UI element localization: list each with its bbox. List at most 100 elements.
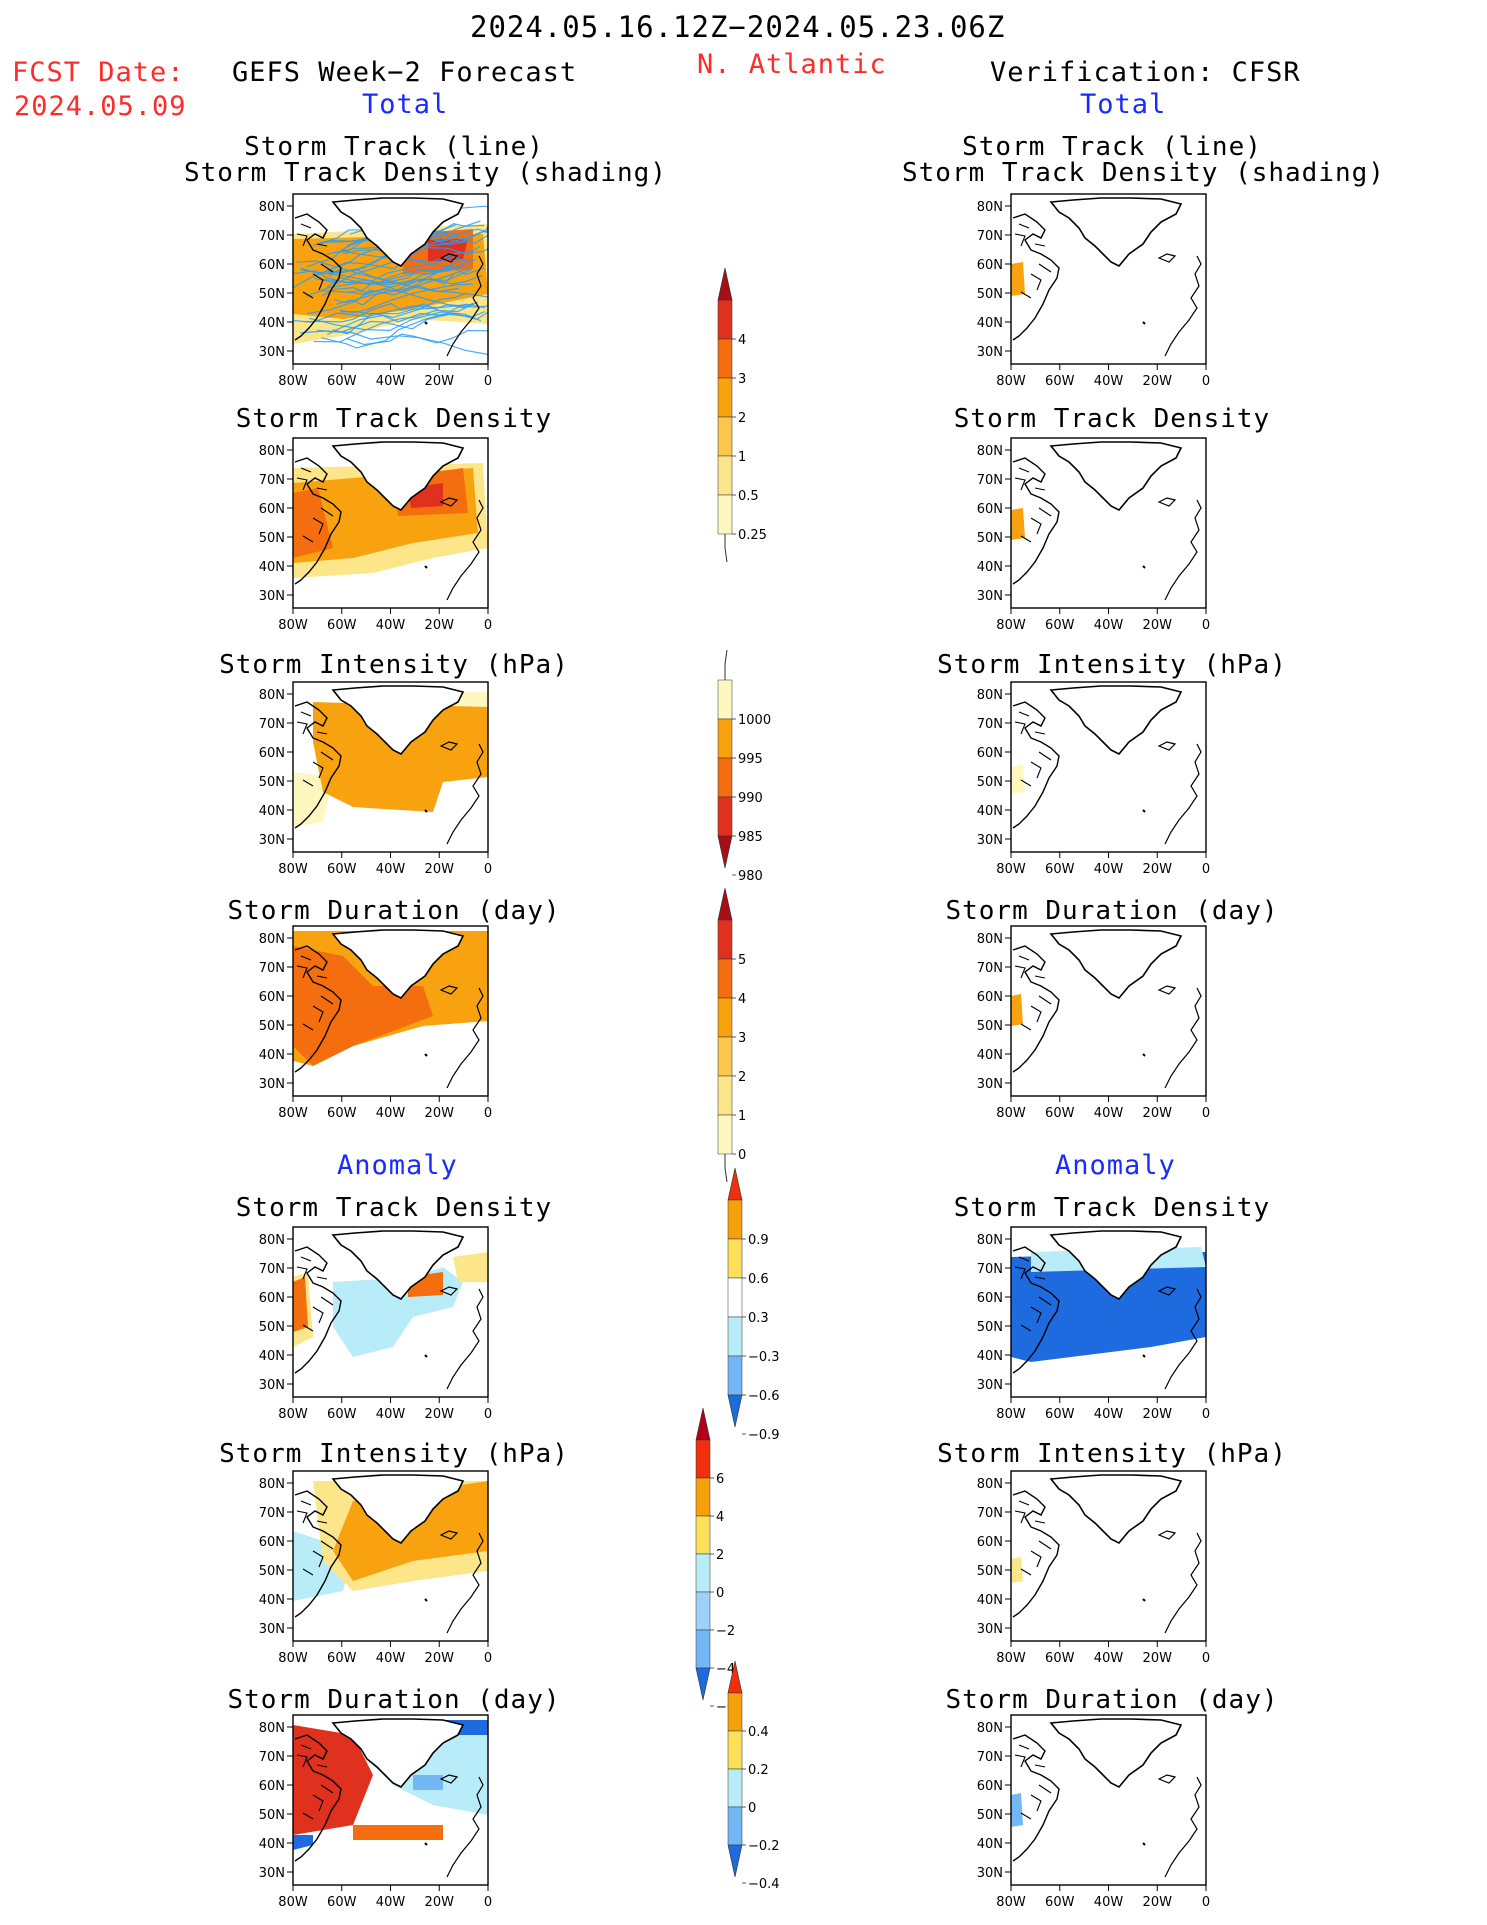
lat-tick-label: 80N: [977, 688, 1003, 703]
lon-tick-label: 80W: [996, 862, 1026, 877]
lon-tick-label: 0: [484, 1407, 492, 1422]
lat-tick-label: 30N: [259, 833, 285, 848]
title-duration-anom-right: Storm Duration (day): [945, 1685, 1279, 1715]
lon-tick-label: 80W: [278, 1651, 308, 1666]
lat-tick-label: 30N: [259, 1077, 285, 1092]
lon-tick-label: 40W: [1094, 618, 1124, 633]
lat-tick-label: 30N: [259, 1622, 285, 1637]
lon-tick-label: 0: [484, 1895, 492, 1910]
lon-tick-label: 20W: [425, 1407, 455, 1422]
lon-tick-label: 60W: [1045, 1106, 1075, 1121]
map-panel-L1: 80N 70N 60N 50N 40N 30N 80W 60W 40W 20W 0: [259, 437, 492, 633]
lat-tick-label: 30N: [977, 833, 1003, 848]
lat-tick-label: 50N: [259, 1320, 285, 1335]
lat-tick-label: 60N: [977, 1291, 1003, 1306]
lat-tick-label: 30N: [977, 1866, 1003, 1881]
fcst-date: 2024.05.09: [14, 91, 187, 122]
map-panel-L2: 80N 70N 60N 50N 40N 30N 80W 60W 40W 20W 0: [259, 681, 492, 877]
shading-area: [293, 946, 433, 1066]
lat-tick-label: 40N: [259, 560, 285, 575]
lon-tick-label: 20W: [1143, 1407, 1173, 1422]
lat-tick-label: 30N: [259, 345, 285, 360]
lat-tick-label: 60N: [259, 746, 285, 761]
lat-tick-label: 70N: [977, 473, 1003, 488]
lat-tick-label: 30N: [259, 1378, 285, 1393]
lon-tick-label: 40W: [1094, 1106, 1124, 1121]
lon-tick-label: 20W: [425, 374, 455, 389]
lon-tick-label: 0: [1202, 1106, 1210, 1121]
lat-tick-label: 50N: [259, 1808, 285, 1823]
title-track-shading-left: Storm Track Density (shading): [184, 158, 667, 188]
anomaly-left-label: Anomaly: [337, 1150, 458, 1181]
lat-tick-label: 30N: [977, 345, 1003, 360]
title-density-anom-left: Storm Track Density: [235, 1193, 553, 1223]
shading-area: [293, 1277, 308, 1332]
lon-tick-label: 0: [1202, 1407, 1210, 1422]
lat-tick-label: 40N: [977, 1048, 1003, 1063]
lat-tick-label: 60N: [977, 1779, 1003, 1794]
left-title: GEFS Week−2 Forecast: [232, 57, 578, 88]
lon-tick-label: 0: [484, 862, 492, 877]
title-track-line-right: Storm Track (line): [962, 132, 1262, 162]
map-panel-L0: 80N 70N 60N 50N 40N 30N 80W 60W 40W 20W 0: [259, 193, 492, 389]
lat-tick-label: 40N: [259, 1837, 285, 1852]
lon-tick-label: 20W: [1143, 1106, 1173, 1121]
lon-tick-label: 40W: [1094, 374, 1124, 389]
lon-tick-label: 60W: [327, 862, 357, 877]
lon-tick-label: 20W: [1143, 862, 1173, 877]
lat-tick-label: 70N: [977, 1750, 1003, 1765]
map-panel-L6: 80N 70N 60N 50N 40N 30N 80W 60W 40W 20W 0: [259, 1714, 492, 1910]
lon-tick-label: 40W: [1094, 1651, 1124, 1666]
lat-tick-label: 80N: [259, 932, 285, 947]
lon-tick-label: 60W: [327, 374, 357, 389]
lon-tick-label: 60W: [1045, 1895, 1075, 1910]
region-title: N. Atlantic: [697, 49, 887, 80]
lon-tick-label: 80W: [996, 618, 1026, 633]
title-intensity-anom-right: Storm Intensity (hPa): [937, 1439, 1287, 1469]
lon-tick-label: 0: [484, 1106, 492, 1121]
lon-tick-label: 0: [1202, 1651, 1210, 1666]
lon-tick-label: 80W: [996, 1651, 1026, 1666]
map-panel-L3: 80N 70N 60N 50N 40N 30N 80W 60W 40W 20W 0: [259, 925, 492, 1121]
lon-tick-label: 60W: [327, 618, 357, 633]
lat-tick-label: 30N: [259, 1866, 285, 1881]
lat-tick-label: 30N: [977, 1077, 1003, 1092]
lat-tick-label: 50N: [259, 1019, 285, 1034]
lon-tick-label: 20W: [425, 618, 455, 633]
lat-tick-label: 30N: [977, 589, 1003, 604]
lat-tick-label: 80N: [259, 688, 285, 703]
lon-tick-label: 40W: [376, 862, 406, 877]
lat-tick-label: 80N: [977, 932, 1003, 947]
lon-tick-label: 20W: [1143, 618, 1173, 633]
lat-tick-label: 40N: [259, 316, 285, 331]
lat-tick-label: 60N: [977, 502, 1003, 517]
lon-tick-label: 40W: [376, 1651, 406, 1666]
map-panel-R1: 80N 70N 60N 50N 40N 30N 80W 60W 40W 20W 0: [977, 437, 1210, 633]
lon-tick-label: 0: [1202, 618, 1210, 633]
lon-tick-label: 80W: [996, 374, 1026, 389]
lon-tick-label: 80W: [278, 1106, 308, 1121]
lon-tick-label: 60W: [1045, 1651, 1075, 1666]
lat-tick-label: 70N: [977, 229, 1003, 244]
lat-tick-label: 30N: [977, 1622, 1003, 1637]
lon-tick-label: 20W: [425, 862, 455, 877]
lat-tick-label: 50N: [977, 1808, 1003, 1823]
shading-area: [353, 1825, 443, 1840]
title-track-shading-right: Storm Track Density (shading): [902, 158, 1385, 188]
title-intensity-left: Storm Intensity (hPa): [219, 650, 569, 680]
lon-tick-label: 80W: [278, 1895, 308, 1910]
title-intensity-right: Storm Intensity (hPa): [937, 650, 1287, 680]
lat-tick-label: 70N: [259, 717, 285, 732]
lat-tick-label: 60N: [259, 1779, 285, 1794]
lat-tick-label: 70N: [259, 961, 285, 976]
lon-tick-label: 40W: [376, 1106, 406, 1121]
title-density-anom-right: Storm Track Density: [953, 1193, 1271, 1223]
lat-tick-label: 70N: [977, 717, 1003, 732]
lat-tick-label: 70N: [259, 1750, 285, 1765]
lat-tick-label: 60N: [977, 746, 1003, 761]
map-panel-R6: 80N 70N 60N 50N 40N 30N 80W 60W 40W 20W 0: [977, 1714, 1210, 1910]
lon-tick-label: 40W: [1094, 862, 1124, 877]
lat-tick-label: 40N: [259, 1048, 285, 1063]
lat-tick-label: 70N: [977, 961, 1003, 976]
